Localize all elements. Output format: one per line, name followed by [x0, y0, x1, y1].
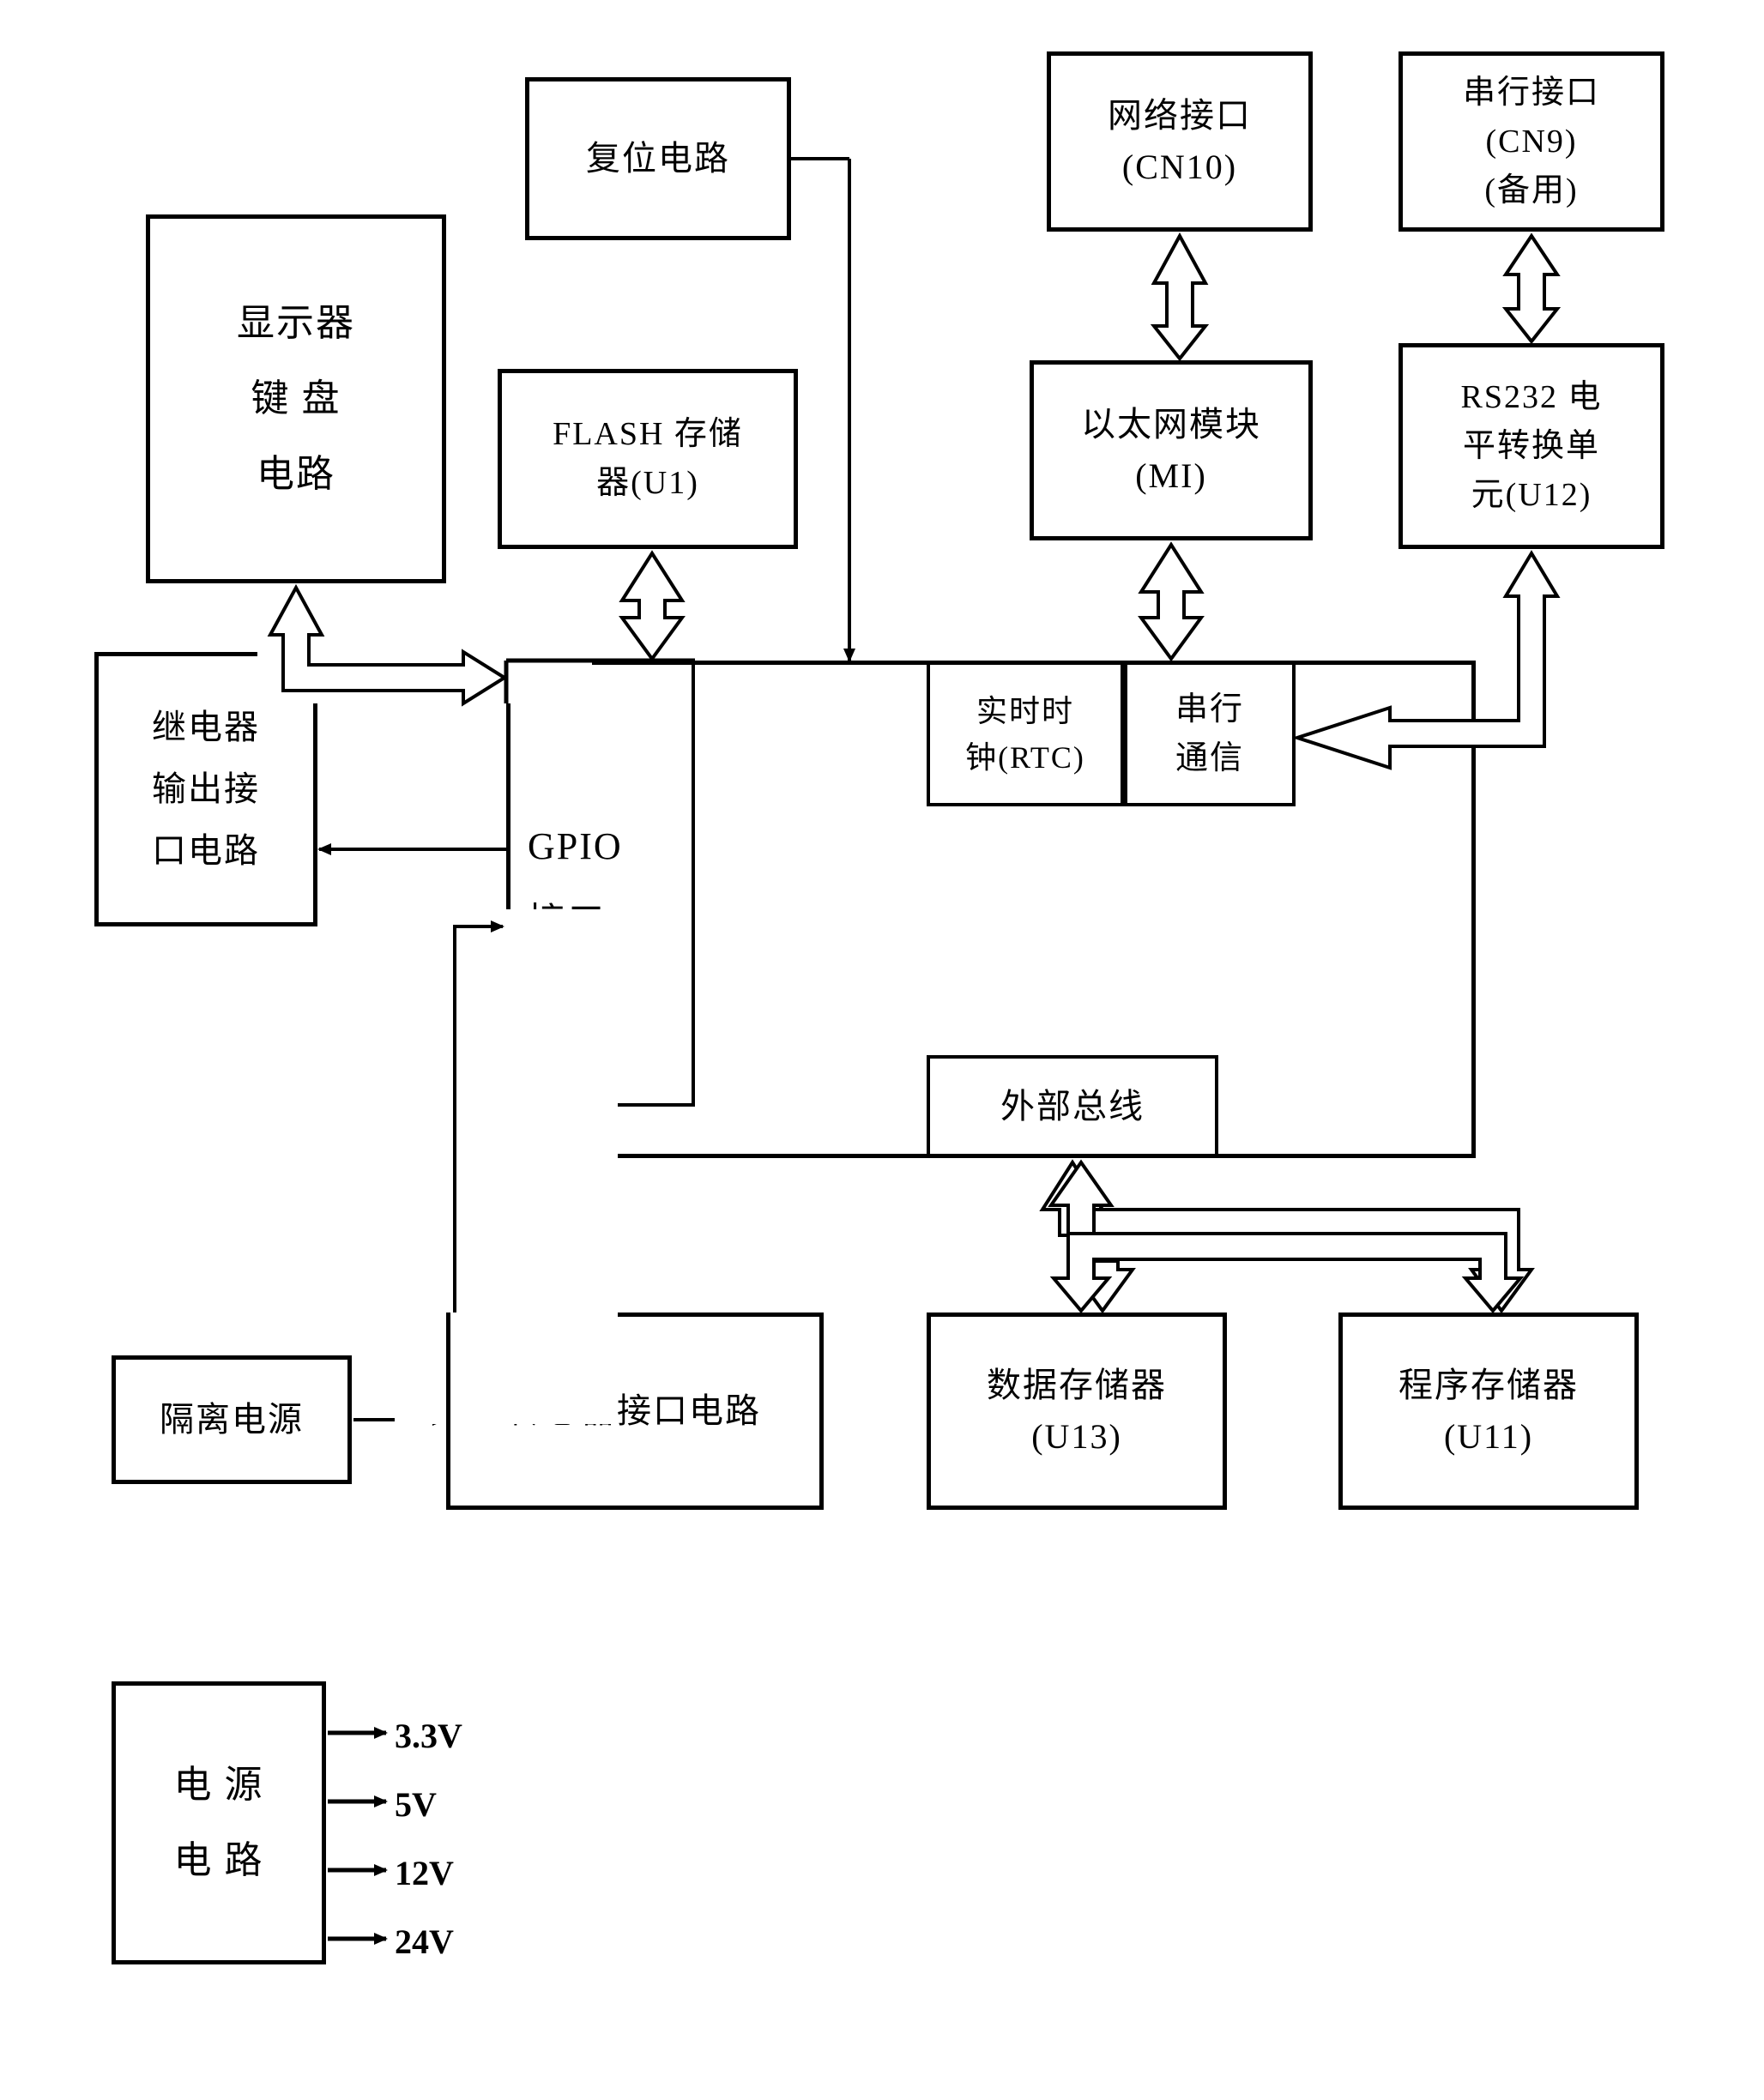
arrow-ethernet-cpu [1141, 545, 1201, 659]
diagram-canvas: 复位电路 网络接口 (CN10) 串行接口 (CN9) (备用) 显示器 键 盘… [0, 0, 1764, 2100]
node-relay: 继电器 输出接 口电路 [94, 652, 317, 926]
label-reset: 复位电路 [586, 133, 730, 184]
label-relay: 继电器 输出接 口电路 [152, 697, 260, 882]
node-gpio: GPIO 接口 [506, 661, 695, 1107]
sensor-border-fix [446, 1312, 450, 1510]
label-rs232: RS232 电 平转换单 元(U12) [1461, 373, 1603, 520]
label-iso-psu: 隔离电源 [160, 1394, 304, 1445]
label-serial-comm: 串行 通信 [1175, 685, 1244, 783]
node-prog-mem: 程序存储器 (U11) [1338, 1312, 1639, 1510]
label-flash: FLASH 存储 器(U1) [553, 410, 743, 508]
label-rtc: 实时时 钟(RTC) [965, 688, 1085, 781]
label-ethernet: 以太网模块 (MI) [1081, 399, 1261, 502]
label-sensor-if: 传感器接口电路 [509, 1385, 761, 1437]
label-ext-bus: 外部总线 [1000, 1081, 1145, 1132]
label-network-if: 网络接口 (CN10) [1108, 90, 1252, 193]
node-serial-comm: 串行 通信 [1124, 661, 1296, 806]
arrow-reset-cpu [789, 159, 849, 661]
node-flash: FLASH 存储 器(U1) [498, 369, 798, 549]
arrow-serialif-rs232 [1506, 236, 1557, 341]
node-isolated-psu: 隔离电源 [112, 1355, 352, 1484]
node-serial-if: 串行接口 (CN9) (备用) [1399, 51, 1664, 232]
label-data-mem: 数据存储器 (U13) [987, 1360, 1167, 1463]
label-psu: 电 源 电 路 [174, 1747, 264, 1898]
arrow-extbus-fork [1051, 1162, 1520, 1311]
node-psu: 电 源 电 路 [112, 1681, 326, 1964]
node-sensor-if: 传感器接口电路 [446, 1312, 824, 1510]
arrow-netif-ethernet [1154, 236, 1205, 359]
node-ext-bus: 外部总线 [927, 1055, 1218, 1158]
label-serial-if: 串行接口 (CN9) (备用) [1463, 69, 1600, 215]
node-ethernet: 以太网模块 (MI) [1030, 360, 1313, 540]
node-rs232: RS232 电 平转换单 元(U12) [1399, 343, 1664, 549]
node-display-kbd: 显示器 键 盘 电路 [146, 214, 446, 583]
arrow-flash-cpu [622, 553, 682, 659]
label-gpio: GPIO 接口 [528, 809, 623, 960]
voltage-3v3: 3.3V [395, 1716, 462, 1756]
node-reset-circuit: 复位电路 [525, 77, 791, 240]
arrow-extbus-mem [1042, 1162, 1531, 1311]
node-rtc: 实时时 钟(RTC) [927, 661, 1124, 806]
voltage-12v: 12V [395, 1853, 454, 1893]
voltage-24v: 24V [395, 1922, 454, 1962]
node-network-if: 网络接口 (CN10) [1047, 51, 1313, 232]
node-data-mem: 数据存储器 (U13) [927, 1312, 1227, 1510]
voltage-5v: 5V [395, 1784, 437, 1825]
label-display-kbd: 显示器 键 盘 电路 [237, 286, 355, 512]
label-prog-mem: 程序存储器 (U11) [1399, 1360, 1579, 1463]
